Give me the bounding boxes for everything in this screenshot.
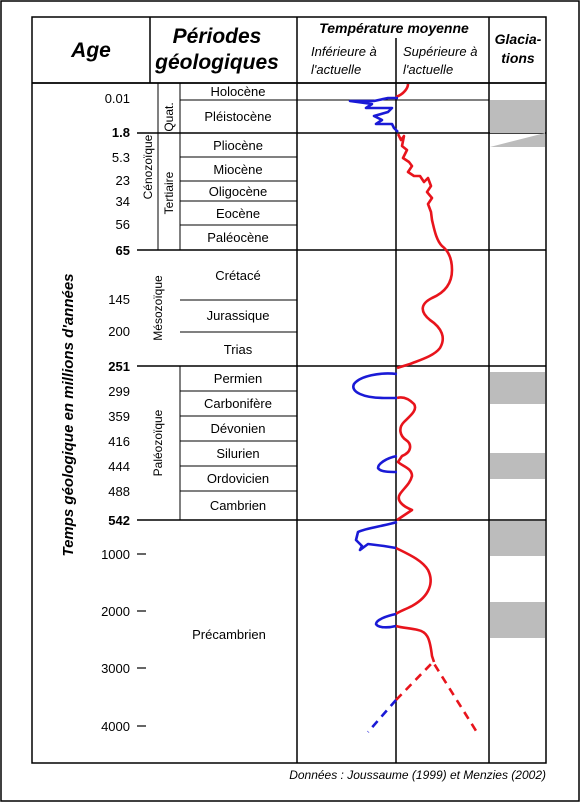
cold-temperature-curve-uncertain <box>367 699 397 733</box>
cold-temperature-curve <box>376 454 398 474</box>
period-paleocene: Paléocène <box>207 230 268 245</box>
lower-header-line2: l'actuelle <box>311 62 361 77</box>
era-cenozoique: Cénozoïque <box>141 134 155 199</box>
glaciation-block <box>490 453 545 479</box>
periods-header-line1: Périodes <box>173 25 262 48</box>
warm-temperature-curve <box>395 83 410 99</box>
period-jurassique: Jurassique <box>207 308 270 323</box>
age-label: 200 <box>108 324 130 339</box>
y-axis-label: Temps géologique en millions d'années <box>60 273 77 556</box>
period-miocene: Miocène <box>213 162 262 177</box>
age-label: 34 <box>116 194 130 209</box>
age-label: 145 <box>108 292 130 307</box>
age-label: 251 <box>108 359 130 374</box>
age-label: 4000 <box>101 719 130 734</box>
age-label: 542 <box>108 513 130 528</box>
warm-temperature-curve <box>395 546 432 616</box>
period-oligocene: Oligocène <box>209 184 268 199</box>
age-label: 1.8 <box>112 125 130 140</box>
glaciation-block <box>490 602 545 638</box>
warm-temperature-curve <box>396 133 454 370</box>
age-label: 2000 <box>101 604 130 619</box>
age-label: 0.01 <box>105 91 130 106</box>
age-label: 5.3 <box>112 150 130 165</box>
age-label: 65 <box>116 243 130 258</box>
temperature-header: Température moyenne <box>319 20 469 36</box>
era-quaternaire: Quat. <box>162 102 176 131</box>
periods-header-line2: géologiques <box>154 51 279 74</box>
era-paleozoique: Paléozoïque <box>151 409 165 476</box>
period-trias: Trias <box>224 342 253 357</box>
era-mesozoique: Mésozoïque <box>151 275 165 341</box>
period-holocene: Holocène <box>211 84 266 99</box>
period-pliocene: Pliocène <box>213 138 263 153</box>
cold-temperature-curve <box>354 520 398 552</box>
age-label: 416 <box>108 434 130 449</box>
glaciation-block <box>490 100 545 133</box>
period-carbonifere: Carbonifère <box>204 396 272 411</box>
cold-temperature-curve <box>374 612 397 629</box>
glaciation-block <box>490 133 545 147</box>
table-frame <box>31 16 547 764</box>
period-permien: Permien <box>214 371 262 386</box>
period-cambrien: Cambrien <box>210 498 266 513</box>
age-label: 3000 <box>101 661 130 676</box>
upper-header-line1: Supérieure à <box>403 44 477 59</box>
period-pleistocene: Pléistocène <box>204 109 271 124</box>
warm-temperature-curve <box>395 624 436 663</box>
age-label: 56 <box>116 217 130 232</box>
glaciation-block <box>490 372 545 404</box>
cold-temperature-curve <box>348 96 399 133</box>
period-devonien: Dévonien <box>211 421 266 436</box>
age-label: 444 <box>108 459 130 474</box>
period-silurien: Silurien <box>216 446 259 461</box>
age-header: Age <box>70 39 111 62</box>
warm-temperature-curve <box>396 396 417 522</box>
era-tertiaire: Tertiaire <box>162 171 176 214</box>
age-label: 299 <box>108 384 130 399</box>
age-label: 23 <box>116 173 130 188</box>
period-precambrien: Précambrien <box>192 627 266 642</box>
warm-temperature-curve-uncertain <box>395 659 480 735</box>
cold-temperature-curve <box>352 372 398 400</box>
lower-header-line1: Inférieure à <box>311 44 377 59</box>
source-note: Données : Joussaume (1999) et Menzies (2… <box>289 768 546 782</box>
upper-header-line2: l'actuelle <box>403 62 453 77</box>
age-label: 488 <box>108 484 130 499</box>
glaciation-block <box>490 521 545 556</box>
glaciations-header-line1: Glacia- <box>495 31 542 47</box>
period-ordovicien: Ordovicien <box>207 471 269 486</box>
period-cretace: Crétacé <box>215 268 261 283</box>
age-label: 359 <box>108 409 130 424</box>
period-eocene: Eocène <box>216 206 260 221</box>
glaciations-header-line2: tions <box>501 50 535 66</box>
age-label: 1000 <box>101 547 130 562</box>
